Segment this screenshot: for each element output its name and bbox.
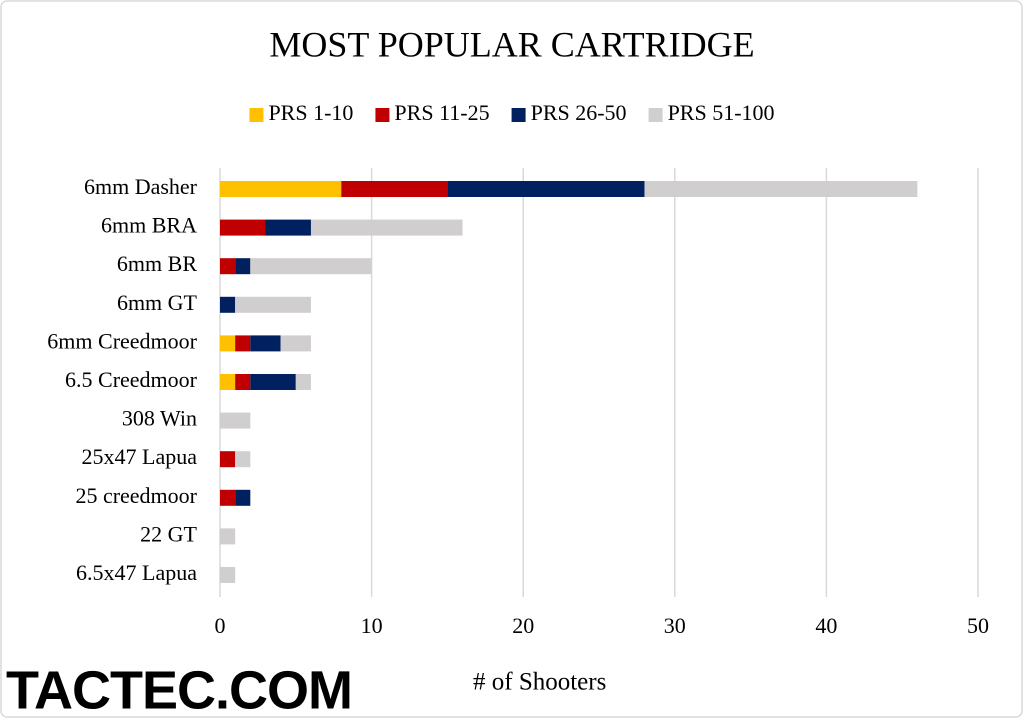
bar-segment [220, 412, 251, 429]
legend-item: PRS 51-100 [648, 100, 775, 125]
legend-label: PRS 26-50 [531, 100, 627, 125]
legend: PRS 1-10 PRS 11-25 PRS 26-50 PRS 51-100 [249, 100, 775, 125]
legend-swatch [511, 108, 526, 122]
bar-segment [250, 374, 296, 390]
x-tick-label: 30 [664, 613, 686, 638]
bar-segment [644, 181, 918, 197]
legend-swatch [249, 108, 264, 122]
bar-segment [265, 219, 311, 236]
y-tick-label: 308 Win [122, 406, 197, 431]
bar-segment [220, 181, 342, 197]
bar-segment [250, 258, 372, 275]
bar-segment [235, 451, 251, 468]
bar-segment [220, 528, 236, 545]
bar-segment [235, 374, 251, 390]
bar-segment [220, 335, 236, 352]
bar-segment [235, 296, 311, 313]
x-tick-label: 10 [361, 613, 383, 638]
bar-segment [235, 258, 251, 275]
x-tick-label: 20 [512, 613, 534, 638]
bar-segment [220, 296, 236, 313]
chart-title: MOST POPULAR CARTRIDGE [269, 24, 754, 64]
x-tick-label: 40 [815, 613, 837, 638]
bar-segment [220, 258, 236, 275]
legend-label: PRS 51-100 [668, 100, 775, 125]
x-axis-label: # of Shooters [473, 669, 606, 696]
y-tick-label: 25 creedmoor [75, 483, 197, 508]
bar-segment [235, 489, 251, 506]
y-tick-label: 6mm GT [117, 290, 198, 315]
bar-segment [220, 567, 236, 583]
y-tick-label: 6mm Creedmoor [47, 328, 197, 353]
y-tick-label: 6.5 Creedmoor [65, 367, 198, 392]
legend-item: PRS 26-50 [511, 100, 627, 125]
y-tick-label: 22 GT [140, 521, 197, 546]
y-tick-label: 6mm Dasher [84, 174, 198, 199]
legend-item: PRS 1-10 [249, 100, 353, 125]
y-tick-label: 6mm BRA [101, 213, 197, 238]
legend-label: PRS 1-10 [268, 100, 353, 125]
bar-segment [220, 374, 236, 390]
x-tick-label: 50 [967, 613, 989, 638]
bar-segment [310, 219, 463, 236]
bar-segment [220, 451, 236, 468]
bar-segment [235, 335, 251, 352]
x-tick-label: 0 [215, 613, 226, 638]
bar-segment [220, 219, 266, 236]
bar-segment [341, 181, 448, 197]
bar-segment [250, 335, 281, 352]
legend-swatch [648, 108, 663, 122]
watermark-logo: TACTEC.COM [6, 660, 352, 719]
bar-segment [280, 335, 311, 352]
bar-segment [295, 374, 311, 390]
bar-segment [220, 489, 236, 506]
y-tick-label: 6.5x47 Lapua [76, 560, 197, 585]
y-tick-label: 6mm BR [117, 251, 197, 276]
legend-swatch [375, 108, 390, 122]
y-tick-label: 25x47 Lapua [82, 444, 198, 469]
legend-label: PRS 11-25 [394, 100, 489, 125]
legend-item: PRS 11-25 [375, 100, 490, 125]
bar-segment [447, 181, 645, 197]
